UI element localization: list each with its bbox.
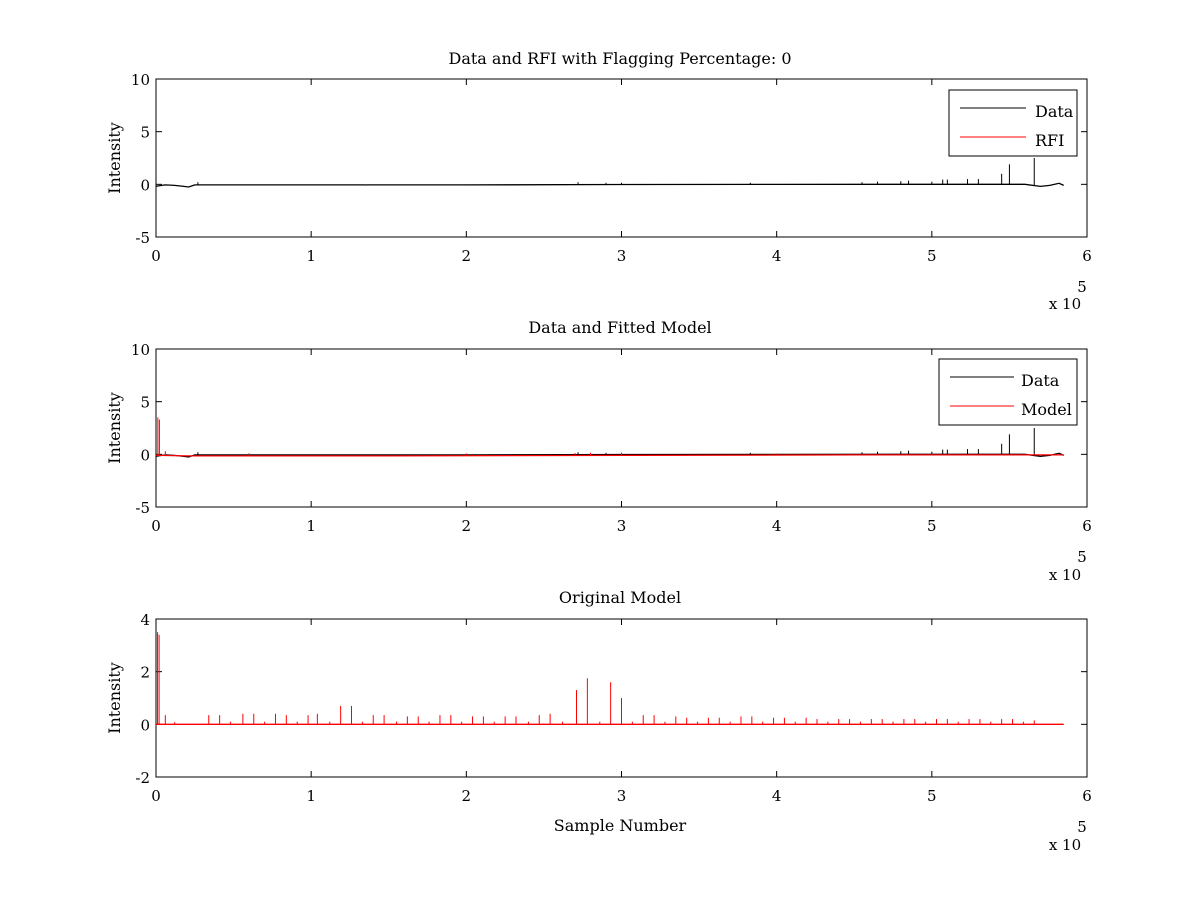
- y-axis-label: Intensity: [105, 392, 124, 464]
- x-tick-label: 1: [306, 787, 316, 805]
- y-axis-label: Intensity: [105, 122, 124, 194]
- legend-label-data: Data: [1035, 102, 1074, 121]
- x-tick-label: 3: [617, 517, 627, 535]
- y-tick-label: 0: [140, 176, 150, 194]
- panel-title: Data and RFI with Flagging Percentage: 0: [448, 49, 791, 68]
- x-tick-label: 4: [772, 517, 782, 535]
- x-tick-label: 6: [1082, 247, 1092, 265]
- x-tick-label: 5: [927, 787, 937, 805]
- legend: Data RFI: [948, 89, 1078, 157]
- x-tick-label: 4: [772, 787, 782, 805]
- x-tick-label: 4: [772, 247, 782, 265]
- y-tick-label: 10: [131, 341, 150, 359]
- x-exponent-base: x 10: [1049, 566, 1081, 584]
- y-tick-label: 5: [140, 124, 150, 142]
- x-tick-label: 6: [1082, 787, 1092, 805]
- x-tick-label: 5: [927, 517, 937, 535]
- x-tick-label: 0: [151, 247, 161, 265]
- x-tick-label: 1: [306, 247, 316, 265]
- legend-label-data: Data: [1021, 371, 1060, 390]
- y-tick-label: 4: [140, 611, 150, 629]
- x-tick-label: 0: [151, 787, 161, 805]
- x-exponent-base: x 10: [1049, 295, 1081, 313]
- axes-frame: [155, 348, 1088, 508]
- y-tick-label: 2: [140, 664, 150, 682]
- axes-frame: [155, 78, 1088, 238]
- y-axis-label: Intensity: [105, 662, 124, 734]
- x-tick-label: 2: [462, 787, 472, 805]
- panel-data-rfi: Data and RFI with Flagging Percentage: 0…: [105, 49, 1092, 313]
- y-tick-label: 0: [140, 716, 150, 734]
- x-exponent-base: x 10: [1049, 836, 1081, 854]
- series-data-line: [155, 182, 1064, 188]
- x-tick-label: 2: [462, 247, 472, 265]
- legend-box: [938, 358, 1078, 426]
- x-exponent-power: 5: [1077, 818, 1087, 836]
- x-exponent-power: 5: [1077, 278, 1087, 296]
- x-exponent-power: 5: [1077, 548, 1087, 566]
- y-tick-label: 5: [140, 394, 150, 412]
- panel-fitted-model: Data and Fitted Model Intensity 0 1 2 3 4 5 6 -…: [105, 318, 1092, 584]
- y-tick-label: 10: [131, 71, 150, 89]
- legend-label-model: Model: [1021, 400, 1072, 419]
- x-tick-label: 6: [1082, 517, 1092, 535]
- y-tick-label: -5: [135, 499, 150, 517]
- legend-box: [948, 89, 1078, 157]
- series-model-line: [156, 454, 1064, 457]
- x-tick-label: 1: [306, 517, 316, 535]
- x-tick-label: 0: [151, 517, 161, 535]
- y-tick-label: 0: [140, 446, 150, 464]
- x-tick-label: 5: [927, 247, 937, 265]
- x-tick-label: 3: [617, 787, 627, 805]
- legend: Data Model: [938, 358, 1078, 426]
- panel-title: Data and Fitted Model: [528, 318, 711, 337]
- panel-title: Original Model: [559, 588, 681, 607]
- x-tick-label: 3: [617, 247, 627, 265]
- y-tick-label: -2: [135, 769, 150, 787]
- x-tick-label: 2: [462, 517, 472, 535]
- legend-label-rfi: RFI: [1035, 131, 1064, 150]
- x-axis-label: Sample Number: [554, 816, 687, 835]
- y-tick-label: -5: [135, 229, 150, 247]
